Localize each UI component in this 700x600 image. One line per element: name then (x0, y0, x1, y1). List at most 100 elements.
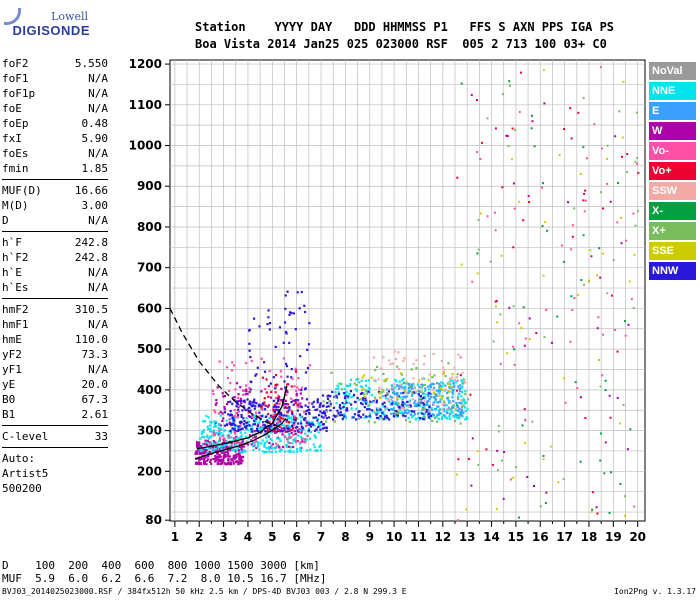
echo-point (288, 433, 291, 436)
echo-point (306, 366, 310, 370)
echo-point (229, 414, 232, 417)
echo-point (408, 420, 412, 423)
echo-point (433, 374, 436, 377)
echo-point (563, 127, 566, 130)
echo-point (214, 441, 217, 444)
echo-point (321, 394, 325, 397)
echo-point (375, 416, 379, 420)
echo-point (295, 448, 299, 451)
echo-point (212, 434, 215, 437)
echo-point (312, 443, 315, 446)
echo-point (382, 372, 385, 376)
echo-point (212, 448, 215, 451)
echo-point (620, 242, 623, 245)
echo-point (284, 435, 287, 439)
echo-point (314, 449, 317, 452)
echo-point (417, 412, 420, 415)
echo-point (212, 457, 215, 461)
echo-point (273, 431, 277, 434)
echo-point (455, 413, 458, 416)
echo-point (456, 379, 459, 382)
echo-point (325, 420, 328, 423)
echo-point (223, 451, 226, 455)
echo-point (404, 410, 407, 413)
echo-point (456, 397, 460, 400)
echo-point (286, 416, 289, 419)
echo-point (499, 313, 502, 316)
echo-point (306, 424, 309, 427)
echo-point (280, 387, 283, 390)
echo-point (364, 399, 367, 402)
echo-point (323, 426, 326, 429)
echo-point (612, 259, 615, 262)
echo-point (225, 446, 228, 449)
echo-point (218, 360, 221, 363)
echo-point (234, 455, 238, 459)
param-name: h`F2 (2, 251, 29, 264)
echo-point (438, 382, 441, 386)
echo-point (305, 421, 308, 424)
echo-point (462, 403, 465, 406)
echo-point (283, 404, 286, 407)
echo-point (281, 430, 284, 433)
echo-point (384, 378, 387, 381)
echo-point (616, 397, 619, 400)
legend-item: NNE (649, 82, 696, 100)
echo-point (570, 295, 573, 298)
echo-point (584, 199, 587, 202)
echo-point (322, 410, 326, 413)
echo-point (395, 402, 398, 405)
echo-point (508, 80, 511, 83)
echo-point (596, 274, 599, 277)
echo-point (377, 416, 380, 419)
x-tick-label: 5 (268, 530, 276, 544)
echo-point (212, 450, 215, 454)
echo-point (415, 390, 418, 393)
echo-point (586, 157, 589, 160)
echo-point (430, 407, 433, 410)
echo-point (229, 429, 232, 433)
echo-point (319, 424, 322, 427)
echo-point (245, 440, 249, 443)
echo-point (253, 398, 256, 401)
echo-point (308, 322, 311, 325)
echo-point (300, 437, 304, 440)
echo-point (266, 434, 270, 437)
echo-point (384, 417, 387, 420)
echo-point (286, 403, 290, 406)
echo-point (383, 379, 386, 382)
param-name: yE (2, 378, 16, 391)
echo-point (421, 384, 425, 387)
echo-point (499, 362, 502, 365)
echo-point (237, 410, 240, 413)
echo-point (621, 155, 624, 158)
echo-point (402, 404, 405, 407)
echo-point (346, 385, 349, 388)
echo-point (422, 417, 425, 421)
echo-point (205, 414, 208, 418)
echo-point (300, 422, 303, 425)
echo-point (432, 414, 435, 417)
echo-point (595, 506, 598, 509)
echo-point (292, 312, 295, 315)
echo-point (385, 392, 389, 395)
echo-point (528, 317, 531, 320)
echo-point (253, 414, 256, 417)
echo-point (442, 369, 445, 373)
echo-point (304, 387, 307, 390)
echo-point (407, 389, 411, 392)
echo-point (571, 235, 574, 238)
echo-point (366, 408, 369, 411)
echo-point (423, 406, 426, 409)
echo-point (369, 416, 372, 419)
echo-point (234, 437, 237, 440)
echo-point (427, 412, 431, 416)
echo-point (332, 414, 335, 417)
echo-point (294, 402, 297, 405)
echo-point (237, 406, 240, 409)
echo-point (269, 437, 272, 441)
echo-point (353, 413, 357, 416)
echo-point (231, 439, 234, 443)
echo-point (402, 395, 405, 398)
echo-point (377, 390, 381, 394)
